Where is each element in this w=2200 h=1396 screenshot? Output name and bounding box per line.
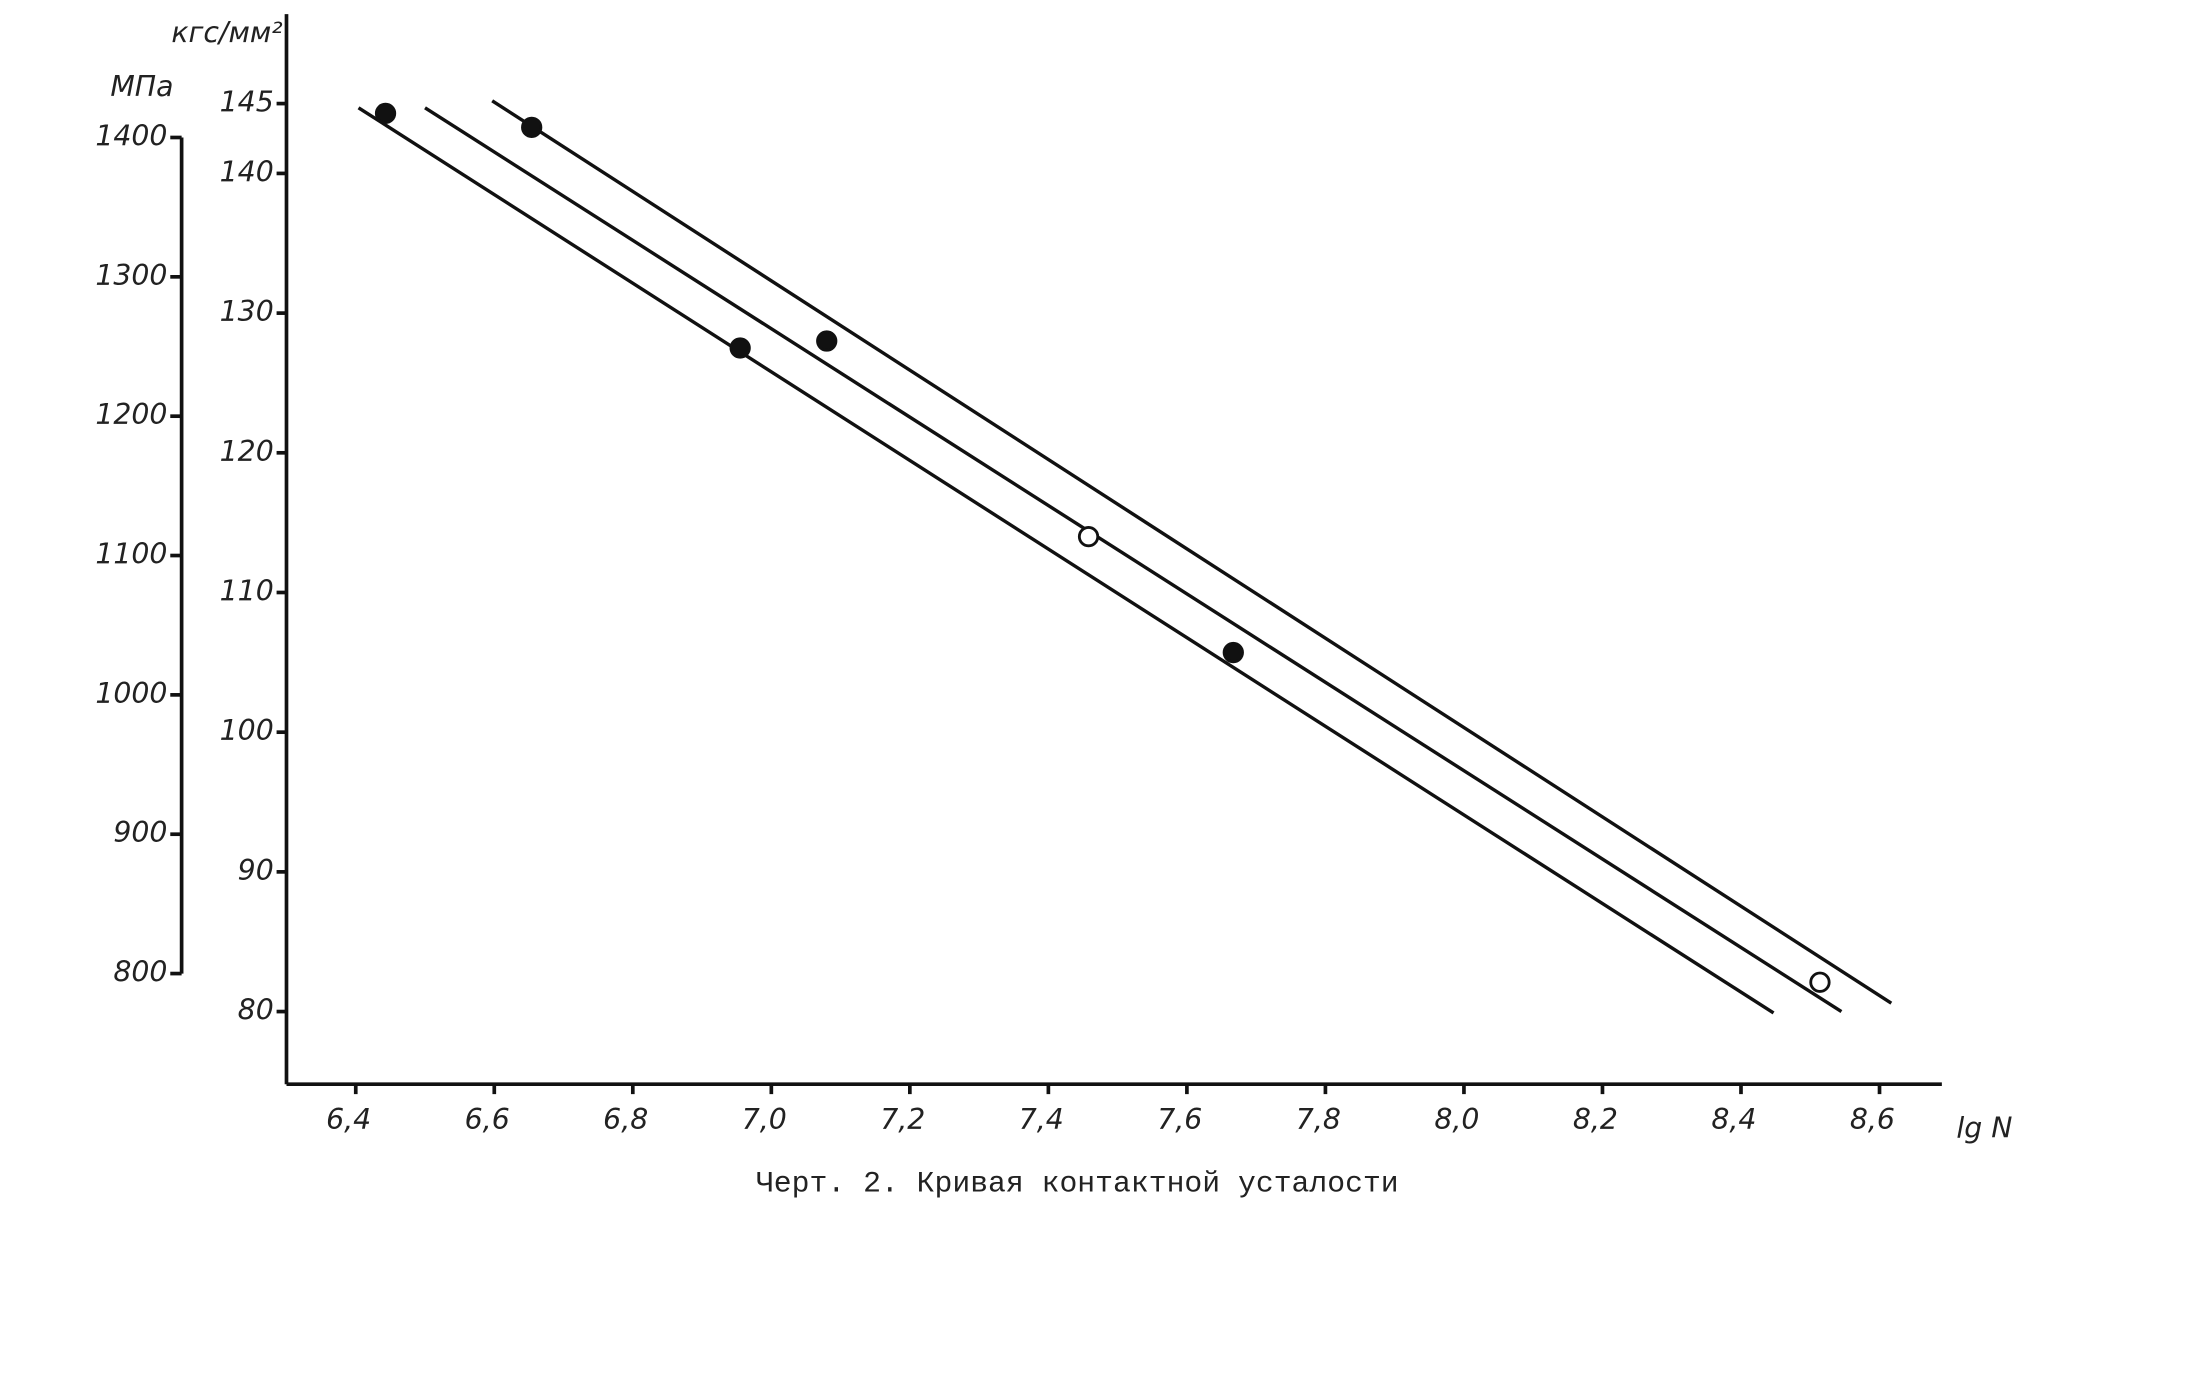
x-tick-label: 7,2 [880,1103,925,1136]
x-tick-label: 6,4 [326,1103,371,1136]
x-tick-label: 7,4 [1019,1103,1064,1136]
x-tick-label: 7,6 [1157,1103,1202,1136]
x-tick-label: 8,2 [1573,1103,1618,1136]
y-tick-label: 130 [220,295,274,328]
x-tick-label: 8,0 [1434,1103,1479,1136]
data-point [1809,971,1831,993]
y2-tick-label: 1200 [95,398,167,431]
y2-tick-label: 1400 [95,119,167,152]
x-tick-label: 7,8 [1296,1103,1341,1136]
y2-tick-label: 1300 [95,259,167,292]
y-axis-label: кгс/мм² [171,16,282,49]
y2-tick-label: 800 [113,956,167,989]
y2-tick-label: 1000 [95,677,167,710]
data-point [1222,641,1244,664]
fit-line [357,106,1775,1015]
x-tick-label: 6,6 [465,1103,510,1136]
y-tick-label: 100 [220,714,274,747]
y-tick-label: 145 [220,86,274,119]
x-tick-label: 8,4 [1711,1103,1756,1136]
y2-tick-label: 900 [113,816,167,849]
y-tick-label: 80 [238,994,274,1027]
data-point [374,102,397,124]
y-tick-label: 120 [220,435,274,468]
y2-tick-label: 1100 [95,538,167,571]
data-point [729,337,751,359]
y-tick-label: 110 [220,574,274,607]
x-tick-label: 8,6 [1850,1103,1895,1136]
x-axis-label: lg N [1956,1112,2012,1145]
fit-line [424,106,1843,1013]
x-tick-label: 7,0 [742,1103,787,1136]
data-point [521,116,543,138]
y-tick-label: 90 [238,854,274,887]
data-point [1077,525,1100,548]
fit-line [491,99,1893,1005]
y2-axis-label: МПа [110,70,173,103]
caption: Черт. 2. Кривая контактной усталости [756,1166,1399,1200]
x-tick-label: 6,8 [603,1103,648,1136]
data-point [816,330,838,352]
y-tick-label: 140 [220,155,274,188]
